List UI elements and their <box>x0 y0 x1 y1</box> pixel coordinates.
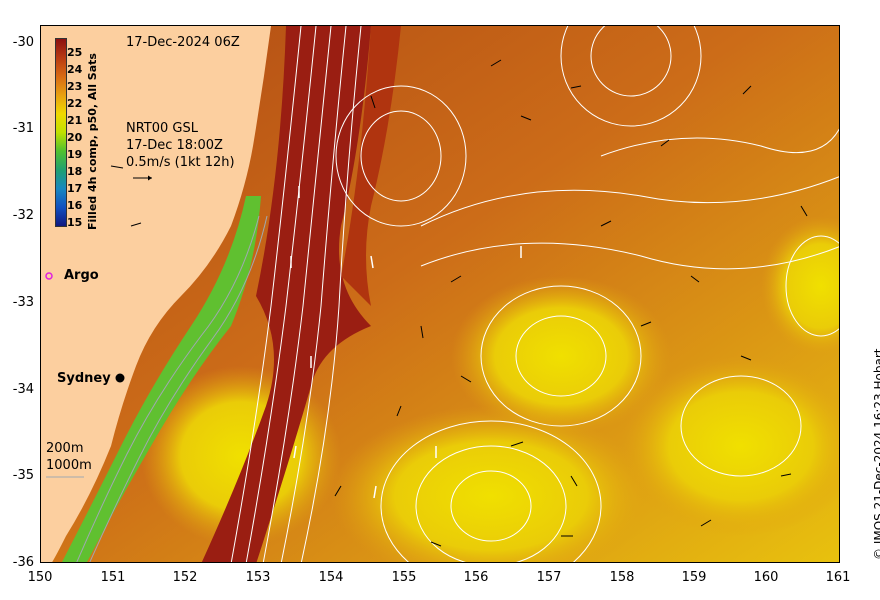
x-tick-label: 156 <box>463 570 489 585</box>
x-tick-label: 150 <box>27 570 53 585</box>
colorbar-tick-label: 19 <box>67 148 83 161</box>
y-tick-label: -32 <box>12 208 34 223</box>
cool-eddy <box>451 276 671 436</box>
x-tick-label: 155 <box>391 570 417 585</box>
y-tick-label: -31 <box>12 121 34 136</box>
sydney-label: Sydney <box>57 371 111 386</box>
y-tick-label: -30 <box>12 35 34 50</box>
colorbar-tick-label: 23 <box>67 80 83 93</box>
colorbar-tick-label: 17 <box>67 182 83 195</box>
x-tick-label: 158 <box>609 570 635 585</box>
argo-label: Argo <box>64 268 99 283</box>
x-tick-label: 152 <box>172 570 198 585</box>
warm-current-core <box>341 26 401 306</box>
x-tick-label: 154 <box>318 570 344 585</box>
colorbar-tick-label: 24 <box>67 63 83 76</box>
city-marker-icon <box>115 373 125 383</box>
cool-eddy <box>331 406 651 562</box>
scale-arrow-icon <box>133 175 152 181</box>
colorbar-tick-label: 20 <box>67 131 83 144</box>
timestamp-label: 17-Dec-2024 06Z <box>126 35 240 50</box>
sst-map[interactable] <box>40 25 840 563</box>
x-tick-label: 157 <box>536 570 562 585</box>
y-tick-label: -34 <box>12 382 34 397</box>
y-tick-label: -36 <box>12 555 34 570</box>
credit-label: © IMOS 21-Dec-2024 16:23 Hobart <box>872 348 880 560</box>
depth-200-label: 200m <box>46 441 84 456</box>
y-tick-label: -33 <box>12 295 34 310</box>
sst-map-canvas <box>41 26 839 562</box>
cool-eddy <box>761 216 839 356</box>
colorbar-tick-label: 21 <box>67 114 83 127</box>
current-vectors-strong <box>290 186 522 499</box>
cool-eddy <box>621 356 839 536</box>
colorbar-tick-label: 25 <box>67 46 83 59</box>
warm-current-core <box>201 26 371 562</box>
colorbar-tick-label: 15 <box>67 216 83 229</box>
colorbar-tick-label: 22 <box>67 97 83 110</box>
colorbar-tick-label: 18 <box>67 165 83 178</box>
depth-legend-line <box>46 476 84 478</box>
current-scale-label: 0.5m/s (1kt 12h) <box>126 155 235 170</box>
x-tick-label: 153 <box>245 570 271 585</box>
x-tick-label: 160 <box>753 570 779 585</box>
colorbar-tick-label: 16 <box>67 199 83 212</box>
argo-marker-icon[interactable] <box>44 271 54 281</box>
current-product-label: NRT00 GSL <box>126 121 198 136</box>
x-tick-label: 159 <box>681 570 707 585</box>
bathymetry-contours <box>76 215 268 562</box>
ssh-contours <box>230 26 839 562</box>
land <box>41 26 271 562</box>
current-vectors <box>110 59 808 547</box>
colorbar-title: Filled 4h comp, p50, All Sats <box>86 53 99 230</box>
y-tick-label: -35 <box>12 468 34 483</box>
current-time-label: 17-Dec 18:00Z <box>126 138 223 153</box>
colorbar <box>55 38 67 227</box>
x-tick-label: 151 <box>100 570 126 585</box>
depth-1000-label: 1000m <box>46 458 92 473</box>
coastal-cool-band <box>62 196 261 562</box>
x-tick-label: 161 <box>825 570 851 585</box>
